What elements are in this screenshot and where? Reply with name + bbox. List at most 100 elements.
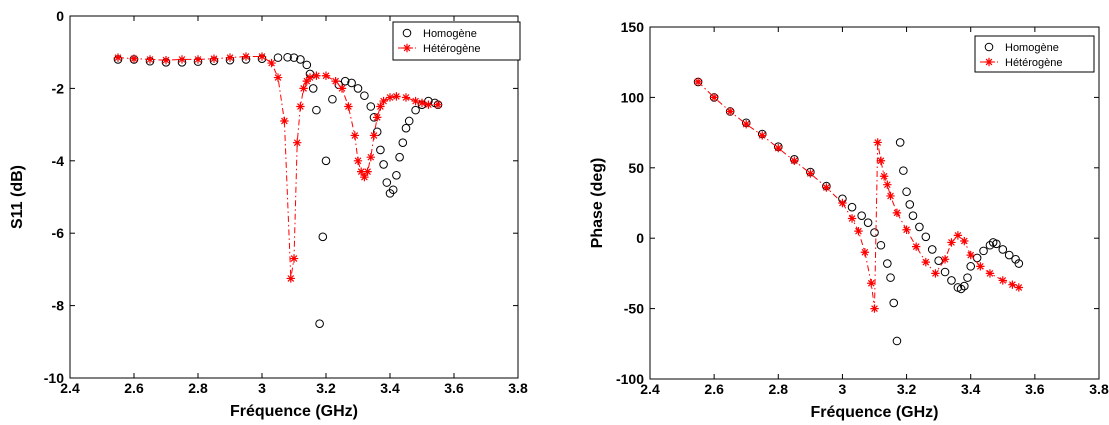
y-tick-label: -10 [44,370,64,386]
data-point [257,52,267,61]
data-point [286,274,295,283]
data-point [267,58,276,68]
y-tick-label: -6 [52,225,65,241]
y-tick-label: -4 [52,153,65,169]
data-point [886,273,895,282]
data-point [363,167,372,176]
data-point [966,250,975,260]
data-point [966,262,976,271]
x-tick-label: 2.4 [60,380,80,396]
data-point [911,242,921,251]
data-point [376,102,385,111]
data-point [921,232,931,242]
x-tick-label: 3.2 [897,381,917,397]
legend-marker-star [984,57,994,67]
data-point [956,284,966,294]
data-point [353,84,363,93]
y-tick-label: -2 [52,80,65,96]
x-tick-label: 3.6 [444,380,464,396]
x-tick-label: 3.4 [961,381,981,397]
y-tick-label: -100 [616,371,644,387]
legend: Homogène Hétérogène [974,35,1095,73]
data-point [693,77,703,87]
series-homogene [693,77,1024,346]
data-point [857,211,866,220]
data-point [992,239,1001,249]
legend-label: Hétérogène [1005,57,1063,69]
data-point [847,214,857,223]
data-point [312,105,321,115]
data-point [321,71,331,80]
data-point [379,96,388,106]
data-point [385,93,395,102]
data-point [401,123,411,133]
data-point [392,170,401,180]
x-tick-label: 2.6 [124,380,144,396]
data-point [305,73,315,82]
data-point [113,53,123,62]
x-tick-label: 2.4 [640,381,660,397]
data-point [328,94,337,104]
data-point [921,257,931,267]
y-tick-label: 50 [628,160,644,176]
y-tick-label: 0 [56,8,64,24]
x-tick-label: 3 [839,381,847,397]
data-point [411,96,420,106]
data-point [373,113,382,122]
data-point [790,156,799,165]
data-point [273,53,283,62]
x-tick-label: 3.2 [316,380,336,396]
data-point [347,78,356,88]
data-point [876,156,886,165]
data-point [401,93,411,102]
data-point [299,84,308,93]
data-point [976,262,985,271]
data-point [1008,280,1017,289]
legend: Homogène Hétérogène [392,21,521,61]
data-point [758,131,767,140]
legend-label: Hétérogène [423,43,481,55]
data-point [302,76,311,86]
data-point [283,52,292,62]
data-point [225,53,235,62]
data-point [177,55,187,64]
data-point [998,245,1008,254]
data-point [902,225,911,234]
x-tick-label: 3.6 [1025,381,1045,397]
series-heterogene [113,52,443,283]
data-point [308,84,318,93]
data-point [838,198,847,208]
legend-label: Homogène [423,28,477,40]
data-point [822,183,831,192]
data-point [867,279,876,288]
data-point [892,208,902,218]
series-heterogene [693,77,1024,313]
data-point [350,131,359,140]
data-point [998,276,1007,285]
chart-2: 2.4 2.6 2.8 3 3.2 3.4 3.6 3.8 -100 -50 0 50 100 150 Fr… [589,19,1109,421]
series-line [117,56,438,279]
data-point [241,52,251,61]
data-point [411,105,420,115]
data-point [902,187,911,197]
data-point [899,166,908,175]
data-point [873,138,882,147]
data-point [870,228,879,237]
y-tick-label: -8 [52,298,65,314]
data-point [296,55,305,64]
data-point [979,246,988,256]
data-point [931,269,940,278]
data-point [940,255,950,264]
data-point [296,102,305,111]
data-point [145,55,155,64]
data-point [806,169,815,178]
data-point [1004,250,1014,260]
legend-box [974,35,1095,73]
data-point [854,226,863,236]
data-point [379,160,388,169]
data-point [321,156,331,166]
data-point [963,273,972,282]
data-point [774,143,783,153]
data-point [312,71,321,80]
